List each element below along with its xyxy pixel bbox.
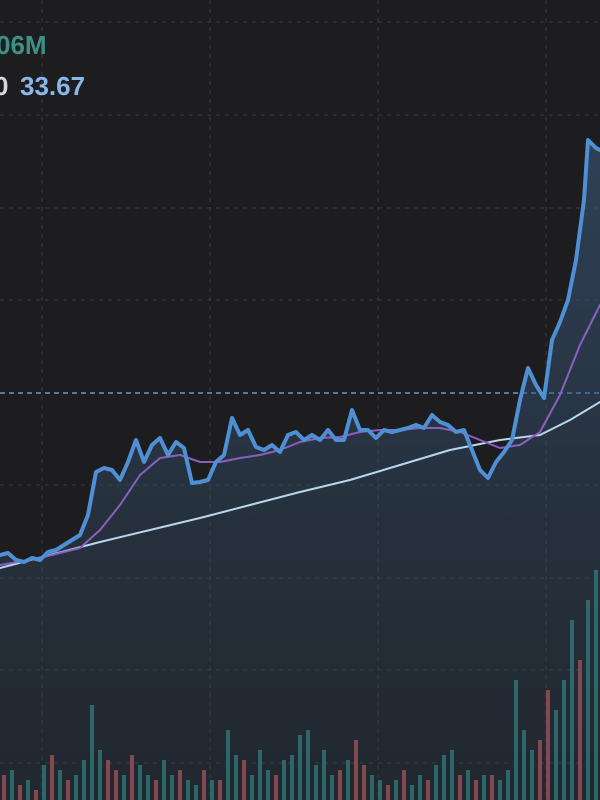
volume-label: 06M — [0, 30, 47, 60]
left-label: 0 — [0, 71, 8, 101]
line-price — [0, 138, 600, 564]
price-area — [0, 140, 600, 800]
ma-label: 33.67 — [20, 71, 85, 101]
